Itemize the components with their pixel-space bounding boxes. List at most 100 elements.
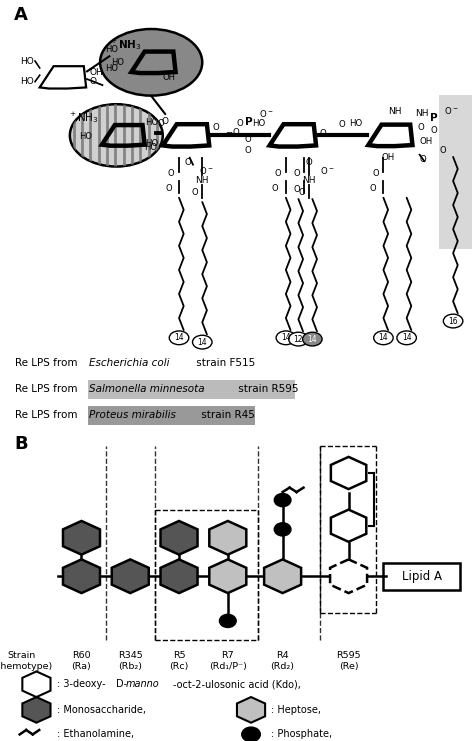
Polygon shape (63, 521, 100, 554)
Text: $^+$NH$_3$: $^+$NH$_3$ (109, 37, 142, 52)
FancyBboxPatch shape (439, 95, 472, 249)
Circle shape (274, 523, 291, 536)
Ellipse shape (192, 335, 212, 349)
Text: O: O (245, 135, 252, 144)
Text: : Monosaccharide,: : Monosaccharide, (57, 705, 146, 715)
Text: O: O (417, 123, 424, 132)
Text: 14: 14 (281, 333, 291, 342)
Text: R5
(Rc): R5 (Rc) (169, 651, 189, 671)
Text: O: O (245, 146, 252, 155)
Text: HO: HO (145, 118, 158, 127)
Text: : Phosphate,: : Phosphate, (272, 729, 333, 740)
Text: O: O (162, 117, 169, 126)
Text: R7
(Rd₁/P⁻): R7 (Rd₁/P⁻) (209, 651, 247, 671)
Text: P: P (430, 113, 438, 123)
Circle shape (274, 494, 291, 507)
FancyBboxPatch shape (383, 562, 460, 590)
Text: OH: OH (382, 153, 395, 162)
Text: HO: HO (111, 58, 124, 67)
Text: $^+$NH$_3$: $^+$NH$_3$ (68, 110, 99, 124)
Text: R60
(Ra): R60 (Ra) (72, 651, 91, 671)
Text: O: O (236, 119, 243, 128)
Text: O: O (185, 158, 191, 167)
Text: OH: OH (90, 67, 103, 77)
Text: HO: HO (105, 64, 118, 73)
Text: -oct-2-ulosonic acid (Kdo),: -oct-2-ulosonic acid (Kdo), (173, 679, 301, 689)
Text: O: O (168, 169, 174, 178)
Text: HO: HO (349, 119, 363, 128)
Text: O: O (192, 187, 199, 196)
Text: D-: D- (116, 679, 128, 689)
Text: : 3-deoxy-: : 3-deoxy- (57, 679, 106, 689)
Text: O: O (157, 119, 164, 128)
Text: Strain
(Chemotype): Strain (Chemotype) (0, 651, 52, 671)
Text: O: O (293, 169, 300, 178)
Text: O: O (419, 155, 427, 164)
Ellipse shape (276, 331, 296, 345)
Text: HO: HO (145, 139, 158, 148)
Polygon shape (210, 521, 246, 554)
Text: HO: HO (252, 119, 265, 128)
Text: A: A (14, 7, 28, 24)
Circle shape (219, 614, 236, 628)
Ellipse shape (374, 331, 393, 345)
Text: strain R595: strain R595 (235, 384, 298, 394)
Polygon shape (264, 559, 301, 593)
Ellipse shape (443, 314, 463, 328)
Ellipse shape (169, 331, 189, 345)
Text: OH: OH (419, 137, 433, 146)
Text: manno: manno (126, 679, 159, 689)
Text: O: O (272, 185, 279, 193)
Text: B: B (14, 435, 28, 453)
Text: O: O (306, 158, 312, 167)
Polygon shape (63, 559, 100, 593)
Text: Re LPS from: Re LPS from (15, 410, 81, 419)
Ellipse shape (302, 332, 322, 346)
Text: O$^-$: O$^-$ (259, 108, 273, 119)
Polygon shape (237, 697, 265, 722)
Text: R595
(Re): R595 (Re) (336, 651, 361, 671)
Text: NH: NH (415, 110, 428, 119)
Text: Salmonella minnesota: Salmonella minnesota (90, 384, 205, 394)
Text: O: O (90, 77, 97, 86)
Text: strain R45: strain R45 (198, 410, 255, 419)
Text: HO: HO (79, 132, 92, 141)
Text: R4
(Rd₂): R4 (Rd₂) (271, 651, 295, 671)
Text: $-$O: $-$O (226, 125, 241, 136)
Text: Re LPS from: Re LPS from (15, 358, 81, 368)
Ellipse shape (100, 29, 202, 96)
Text: R345
(Rb₂): R345 (Rb₂) (118, 651, 143, 671)
Text: O: O (339, 120, 346, 129)
Text: Escherichia coli: Escherichia coli (90, 358, 170, 368)
Text: 14: 14 (174, 333, 184, 342)
Text: O: O (430, 126, 437, 135)
Polygon shape (330, 559, 367, 593)
Text: OH: OH (163, 73, 176, 82)
Text: O: O (293, 185, 300, 194)
Ellipse shape (289, 332, 308, 346)
Polygon shape (331, 457, 366, 489)
FancyBboxPatch shape (89, 380, 295, 399)
Text: 14: 14 (198, 338, 207, 347)
Polygon shape (210, 559, 246, 593)
Text: Proteus mirabilis: Proteus mirabilis (90, 410, 176, 419)
Text: O: O (369, 185, 376, 193)
Text: O: O (439, 147, 446, 156)
Text: : Ethanolamine,: : Ethanolamine, (57, 729, 134, 740)
Text: O: O (274, 169, 281, 178)
Text: O: O (299, 187, 305, 196)
Text: NH: NH (195, 176, 209, 185)
Text: O$^-$: O$^-$ (444, 105, 459, 116)
Text: NH: NH (388, 107, 402, 116)
Text: O$^-$: O$^-$ (199, 165, 213, 176)
Text: O: O (320, 129, 327, 138)
Polygon shape (331, 510, 366, 542)
Circle shape (242, 727, 260, 741)
FancyBboxPatch shape (89, 406, 255, 425)
Text: HO: HO (20, 77, 34, 86)
Text: NH: NH (302, 176, 316, 185)
Text: 14: 14 (308, 335, 317, 344)
Polygon shape (22, 697, 51, 722)
Text: HO: HO (144, 143, 157, 152)
Ellipse shape (397, 331, 416, 345)
